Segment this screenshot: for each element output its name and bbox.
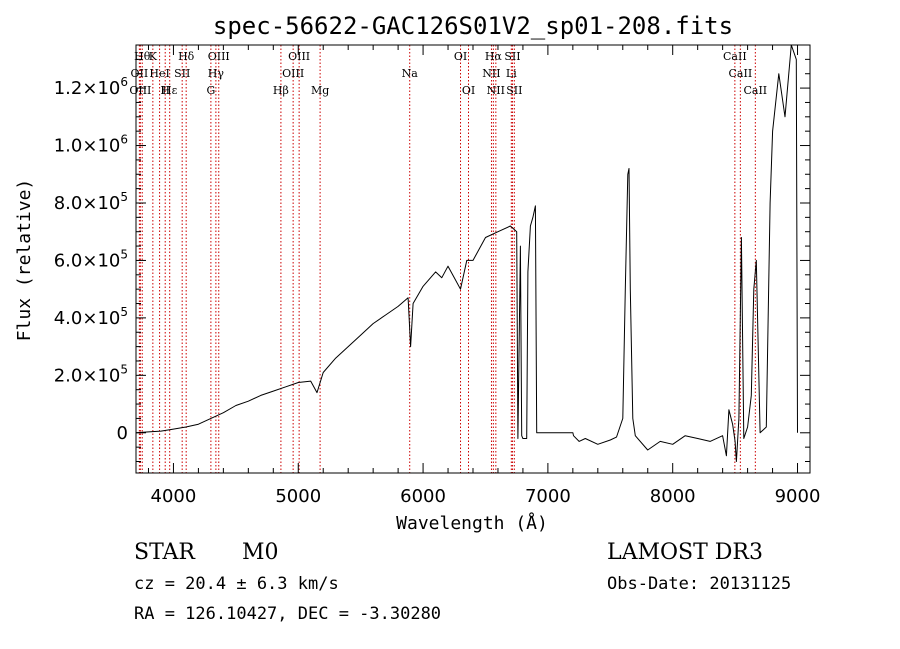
line-label-5: Hε <box>162 84 178 97</box>
line-label-18: OI <box>462 84 475 97</box>
coordinates-text: RA = 126.10427, DEC = -3.30280 <box>134 604 442 624</box>
line-label-6: H <box>160 84 170 97</box>
spectrum-line-0-0 <box>135 44 798 462</box>
line-label-21: NII <box>487 84 505 97</box>
plot-frame <box>135 44 811 474</box>
y-tick-exponent-3: 5 <box>120 247 128 261</box>
y-tick-exponent-2: 5 <box>120 305 128 319</box>
y-tick-label-1: 2.0×105 <box>54 362 128 386</box>
object-type: STAR <box>134 540 195 565</box>
y-tick-exponent-4: 5 <box>120 190 128 204</box>
y-tick-exponent-5: 6 <box>120 133 128 147</box>
x-tick-label-5: 9000 <box>775 486 821 507</box>
line-label-17: OI <box>454 50 467 63</box>
line-label-22: Li <box>506 67 517 80</box>
line-label-11: OIII <box>208 50 230 63</box>
y-axis: 0 2.0×105 4.0×105 6.0×105 8.0×105 1.0×106 1.2×… <box>54 44 810 463</box>
spectrum-series <box>135 44 798 462</box>
line-label-16: Na <box>402 67 419 80</box>
y-tick-exponent-1: 5 <box>120 362 128 376</box>
line-label-26: CaII <box>729 67 753 80</box>
chart-title: spec-56622-GAC126S01V2_sp01-208.fits <box>213 12 733 40</box>
line-label-14: OIII <box>288 50 310 63</box>
line-label-27: CaII <box>743 84 767 97</box>
line-label-10: Hγ <box>208 67 225 80</box>
observation-date: Obs-Date: 20131125 <box>607 574 792 594</box>
y-tick-label-6: 1.2×106 <box>54 75 128 99</box>
x-axis-label: Wavelength (Å) <box>396 512 548 534</box>
y-tick-label-2: 4.0×105 <box>54 305 128 329</box>
line-label-8: Hδ <box>178 50 195 63</box>
y-tick-exponent-6: 6 <box>120 75 128 89</box>
line-label-13: OIII <box>282 67 304 80</box>
y-tick-label-3: 6.0×105 <box>54 247 128 271</box>
subclass: M0 <box>242 540 279 565</box>
spectral-line-markers <box>138 45 756 473</box>
y-tick-label-0: 0 <box>117 423 128 444</box>
line-label-3: K <box>149 50 158 63</box>
x-tick-label-4: 8000 <box>650 486 696 507</box>
survey-name: LAMOST DR3 <box>607 540 763 565</box>
x-axis: 4000 5000 6000 7000 8000 9000 <box>147 45 821 507</box>
line-label-2: OIII <box>129 84 151 97</box>
redshift-text: cz = 20.4 ± 6.3 km/s <box>134 574 339 594</box>
line-label-19: NII <box>482 67 500 80</box>
y-tick-label-5: 1.0×106 <box>54 133 128 157</box>
x-tick-label-1: 5000 <box>275 486 321 507</box>
y-axis-label: Flux (relative) <box>14 179 35 342</box>
x-tick-label-0: 4000 <box>151 486 197 507</box>
line-label-9: G <box>206 84 215 97</box>
x-tick-label-3: 7000 <box>525 486 571 507</box>
line-label-4: HeI <box>149 67 169 80</box>
line-label-25: CaII <box>723 50 747 63</box>
x-tick-label-2: 6000 <box>400 486 446 507</box>
spectral-line-labels: HθOIIOIIIKHeIHεHSIIHδGHγOIIIHβOIIIOIIIMg… <box>129 50 767 97</box>
line-label-12: Hβ <box>273 84 289 97</box>
line-label-24: SII <box>506 84 522 97</box>
line-label-20: Hα <box>485 50 503 63</box>
line-label-23: SII <box>504 50 520 63</box>
y-tick-label-4: 8.0×105 <box>54 190 128 214</box>
line-label-7: SII <box>174 67 190 80</box>
line-label-15: Mg <box>311 84 329 97</box>
